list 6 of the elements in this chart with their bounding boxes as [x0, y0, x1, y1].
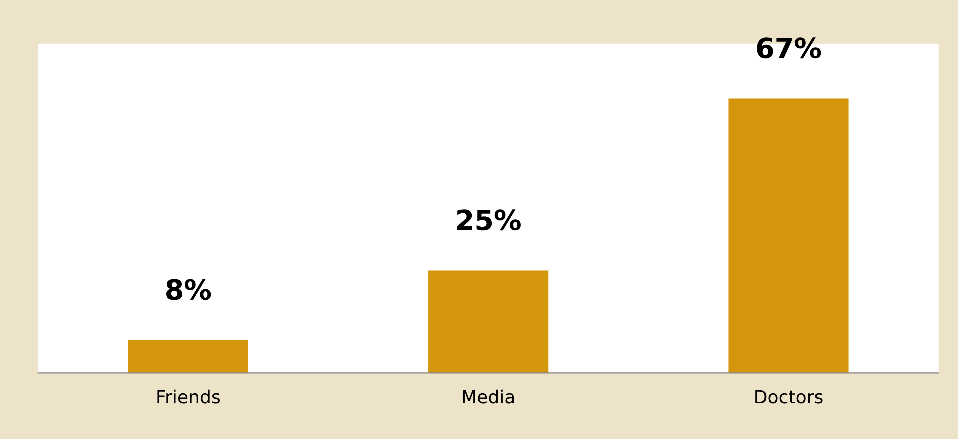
data-label: 8%	[166, 279, 212, 300]
x-tick-label: Friends	[158, 390, 220, 404]
x-tick-label: Doctors	[756, 390, 823, 404]
data-label: 25%	[458, 210, 521, 231]
x-tick-label: Media	[463, 390, 514, 404]
data-label: 67%	[757, 38, 822, 59]
